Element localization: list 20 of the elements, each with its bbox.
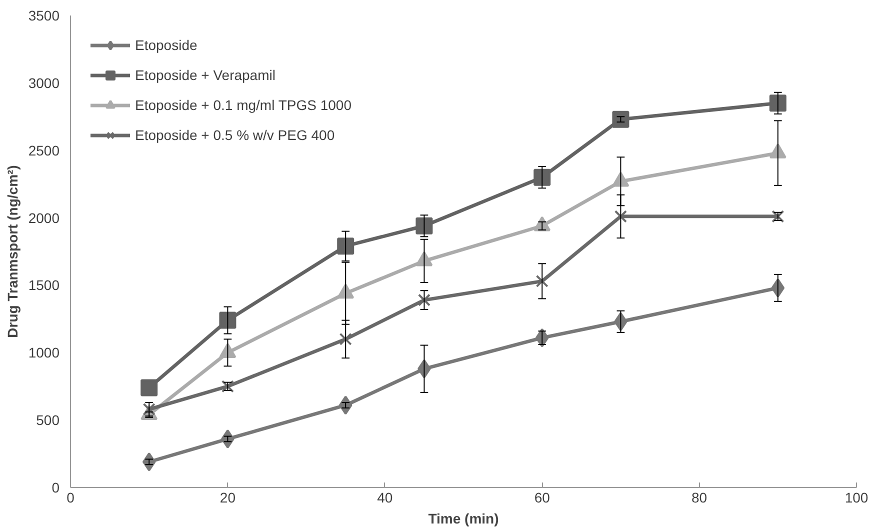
legend-label: Etoposide [135,37,198,53]
y-tick-label: 2500 [28,142,60,158]
x-axis-title: Time (min) [428,510,499,526]
x-tick-label: 0 [66,490,75,506]
y-tick-label: 3500 [28,8,60,24]
x-tick-label: 80 [692,490,708,506]
y-tick-label: 500 [36,412,60,428]
x-tick-label: 20 [220,490,236,506]
y-tick-label: 0 [52,480,60,496]
legend-label: Etoposide + Verapamil [135,67,276,83]
x-tick-label: 40 [377,490,393,506]
y-tick-label: 1500 [28,277,60,294]
y-tick-label: 3000 [28,74,60,91]
y-tick-label: 2000 [28,210,60,226]
x-tick-label: 100 [844,490,868,506]
y-axis-title: Drug Tranmsport (ng/cm²) [4,165,20,338]
legend-label: Etoposide + 0.1 mg/ml TPGS 1000 [135,97,352,113]
y-tick-label: 1000 [28,344,60,361]
x-tick-label: 60 [534,490,550,506]
legend-label: Etoposide + 0.5 % w/v PEG 400 [135,127,335,143]
